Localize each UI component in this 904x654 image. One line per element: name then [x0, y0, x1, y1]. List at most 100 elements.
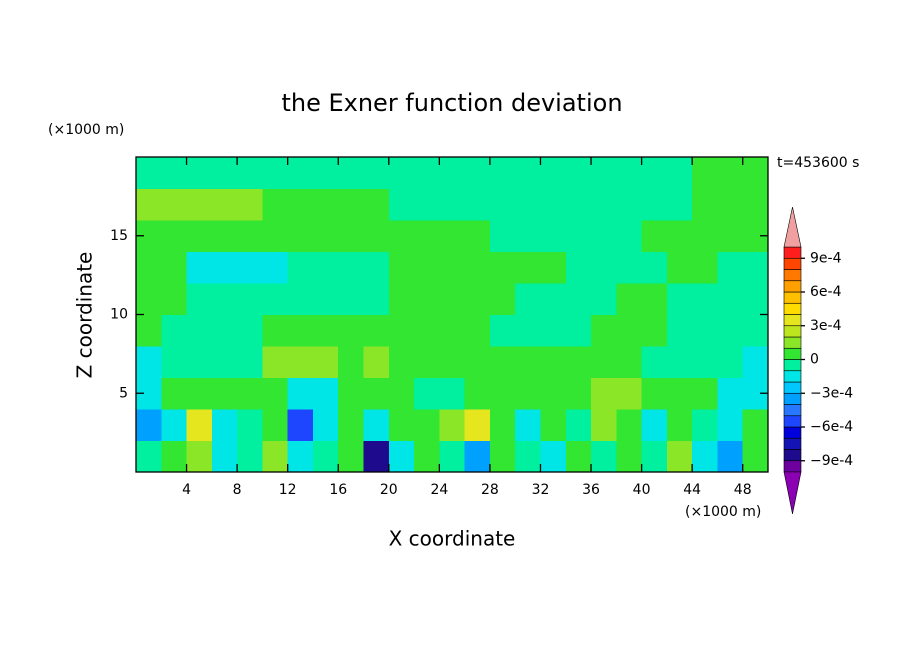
contour-cell [616, 157, 643, 189]
contour-cell [338, 283, 365, 315]
contour-cell [742, 157, 769, 189]
contour-cell [515, 188, 541, 221]
contour-cell [591, 377, 617, 410]
contour-cell [616, 409, 643, 441]
contour-cell [439, 377, 466, 410]
contour-cell [591, 251, 617, 284]
contour-cell [515, 314, 541, 347]
contour-cell [363, 251, 390, 284]
contour-cell [489, 346, 516, 378]
contour-cell [540, 188, 567, 221]
contour-cell [312, 377, 339, 410]
contour-cell [641, 220, 668, 252]
contour-cell [464, 283, 491, 315]
contour-cell [161, 220, 188, 252]
contour-cell [186, 314, 213, 347]
contour-cell [666, 346, 693, 378]
contour-cell [287, 377, 314, 410]
contour-cell [692, 188, 718, 221]
contour-cell [211, 188, 238, 221]
contour-cell [136, 188, 162, 221]
contour-cell [439, 440, 466, 473]
contour-cell [717, 283, 744, 315]
contour-cell [211, 346, 238, 378]
contour-cell [565, 188, 592, 221]
contour-cell [186, 377, 213, 410]
contour-cell [717, 440, 744, 473]
contour-cell [540, 283, 567, 315]
colorbar-band [783, 404, 802, 417]
contour-cell [489, 409, 516, 441]
colorbar-band [783, 426, 802, 439]
contour-cell [515, 377, 541, 410]
contour-cell [742, 188, 769, 221]
contour-cell [262, 251, 289, 284]
contour-cell [616, 188, 643, 221]
contour-cell [262, 440, 289, 473]
contour-cell [186, 440, 213, 473]
contour-cell [591, 409, 617, 441]
contour-cell [363, 157, 390, 189]
colorbar-band [783, 381, 802, 394]
contour-cell [237, 251, 263, 284]
contour-cell [489, 440, 516, 473]
contour-cell [641, 157, 668, 189]
colorbar-band [783, 291, 802, 304]
contour-cell [211, 377, 238, 410]
contour-cell [489, 220, 516, 252]
contour-cell [414, 220, 440, 252]
contour-cell [262, 220, 289, 252]
contour-cell [262, 377, 289, 410]
contour-cell [717, 377, 744, 410]
contour-cell [439, 346, 466, 378]
x-tick-label: 4 [182, 482, 191, 498]
contour-cell [489, 314, 516, 347]
contour-cell [338, 157, 365, 189]
colorbar-tick-label: 0 [810, 352, 819, 368]
contour-cell [262, 188, 289, 221]
contour-cell [666, 157, 693, 189]
contour-cell [439, 314, 466, 347]
contour-cell [388, 188, 415, 221]
contour-cell [464, 220, 491, 252]
colorbar-tick-label: −3e-4 [810, 385, 853, 401]
contour-cell [616, 346, 643, 378]
contour-cell [591, 157, 617, 189]
colorbar-band [783, 325, 802, 338]
contour-cell [237, 283, 263, 315]
contour-cell [414, 283, 440, 315]
contour-cell [211, 220, 238, 252]
x-tick-label: 28 [481, 482, 499, 498]
contour-cell [616, 377, 643, 410]
contour-cell [591, 283, 617, 315]
contour-cell [136, 440, 162, 473]
contour-cell [363, 377, 390, 410]
colorbar-tick-label: 3e-4 [810, 318, 842, 334]
colorbar-band [783, 280, 802, 293]
x-tick-label: 24 [430, 482, 448, 498]
contour-cell [186, 346, 213, 378]
contour-cell [237, 440, 263, 473]
contour-cell [186, 409, 213, 441]
contour-cell [464, 251, 491, 284]
contour-cell [161, 314, 188, 347]
chart-title: the Exner function deviation [281, 89, 622, 117]
contour-cell [692, 409, 718, 441]
contour-cell [237, 346, 263, 378]
contour-cell [439, 157, 466, 189]
contour-cell [540, 220, 567, 252]
contour-cell [489, 377, 516, 410]
contour-cell [414, 409, 440, 441]
contour-cell [312, 283, 339, 315]
colorbar-band [783, 269, 802, 282]
contour-cell [312, 188, 339, 221]
y-tick-label: 15 [110, 228, 128, 244]
contour-cell [363, 220, 390, 252]
contour-cell [742, 440, 769, 473]
contour-cell [565, 409, 592, 441]
contour-cell [211, 440, 238, 473]
y-tick-label: 10 [110, 307, 128, 323]
contour-cell [616, 314, 643, 347]
contour-cell [414, 377, 440, 410]
